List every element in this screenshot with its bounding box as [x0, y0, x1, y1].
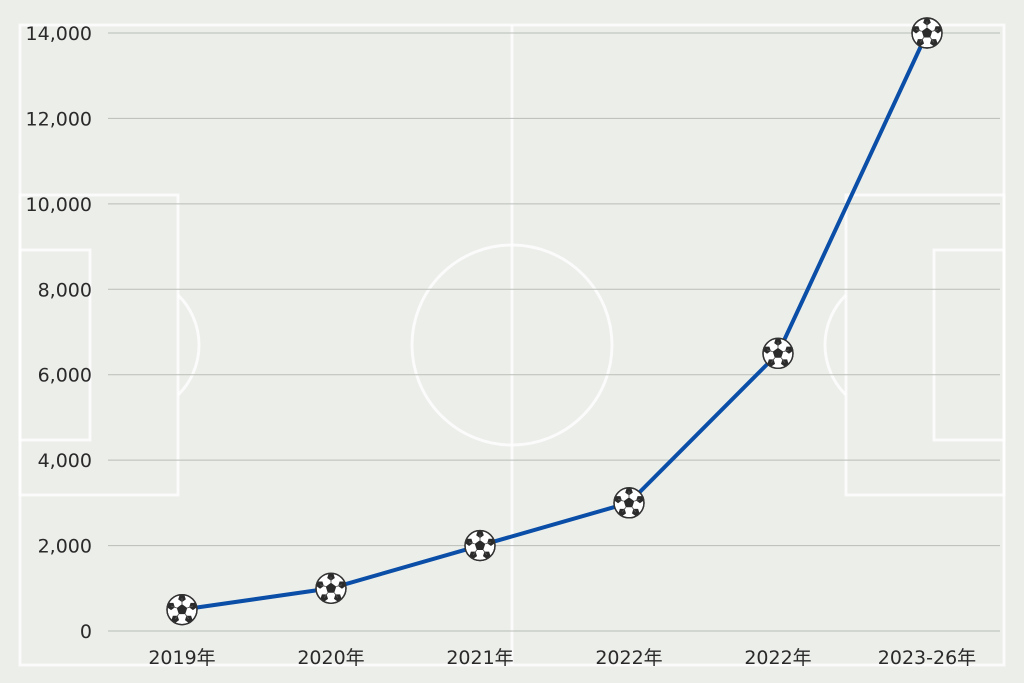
y-tick-label: 8,000	[38, 279, 92, 301]
y-tick-label: 12,000	[26, 108, 92, 130]
x-tick-label: 2022年	[595, 647, 662, 669]
x-tick-label: 2023-26年	[878, 647, 976, 669]
x-tick-label: 2019年	[148, 647, 215, 669]
y-tick-label: 14,000	[26, 23, 92, 45]
y-tick-label: 2,000	[38, 536, 92, 558]
soccer-ball-icon	[315, 572, 347, 604]
x-tick-label: 2020年	[297, 647, 364, 669]
x-tick-label: 2022年	[744, 647, 811, 669]
y-tick-label: 4,000	[38, 450, 92, 472]
soccer-ball-icon	[911, 17, 943, 49]
soccer-ball-icon	[166, 593, 198, 626]
x-tick-label: 2021年	[446, 647, 513, 669]
y-tick-label: 0	[80, 621, 92, 643]
series-line	[181, 32, 929, 612]
x-axis-ticks: 2019年 2020年 2021年 2022年 2022年 2023-26年	[148, 647, 976, 669]
soccer-ball-icon	[762, 337, 794, 370]
y-tick-label: 6,000	[38, 365, 92, 387]
series-lines	[181, 32, 929, 612]
series-markers	[166, 17, 943, 626]
soccer-ball-icon	[613, 487, 645, 519]
soccer-ball-icon	[464, 529, 496, 562]
y-axis-ticks: 0 2,000 4,000 6,000 8,000 10,000 12,000 14,000	[26, 23, 92, 643]
y-tick-label: 10,000	[26, 194, 92, 216]
soccer-pitch-icon	[18, 23, 1006, 667]
gridlines	[108, 32, 1000, 632]
